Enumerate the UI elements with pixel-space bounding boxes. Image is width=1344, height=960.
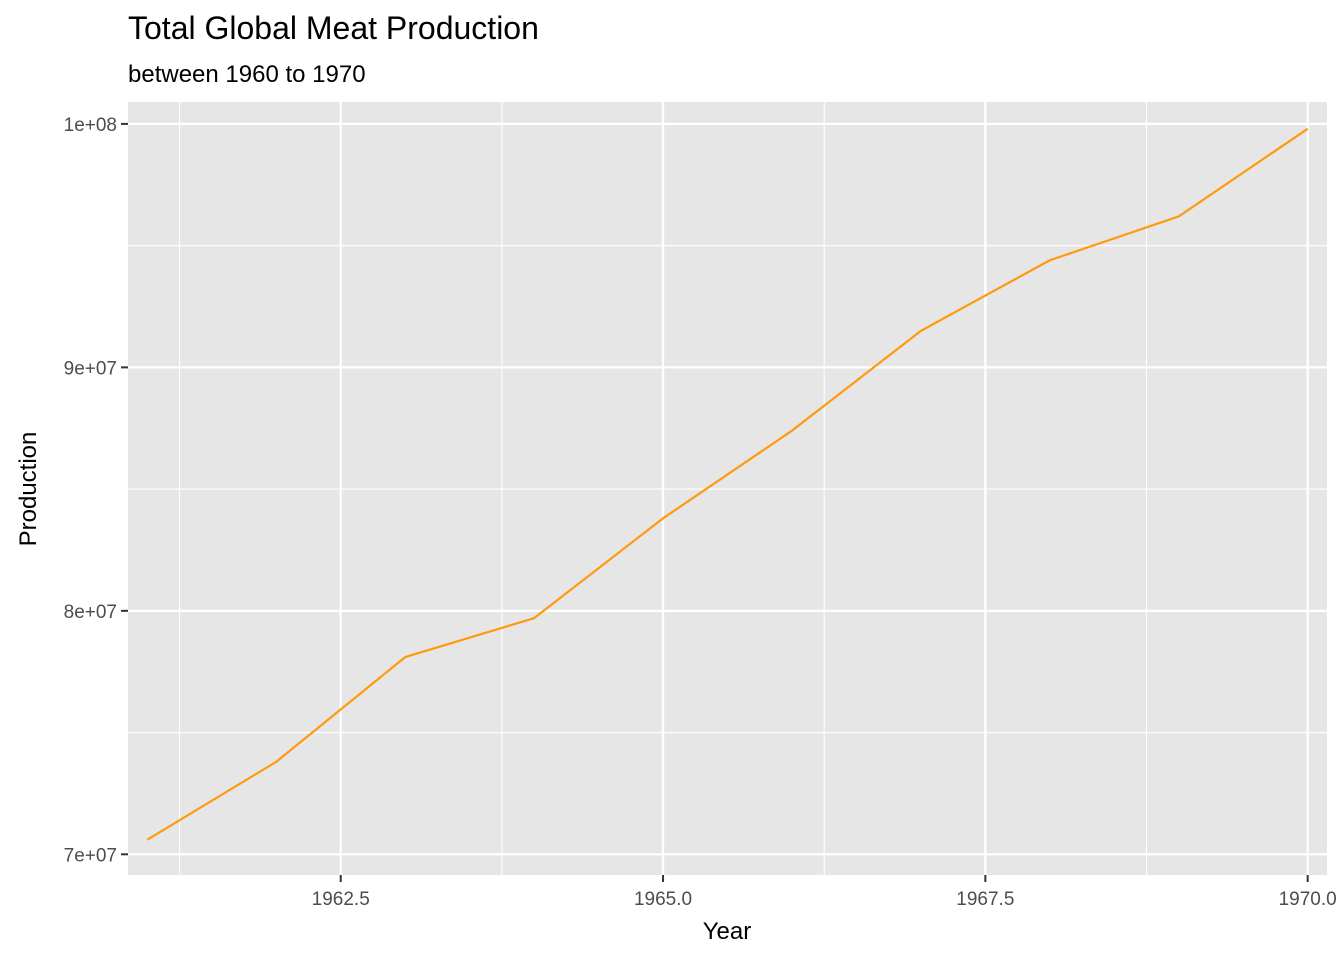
y-tick-label: 7e+07 — [64, 845, 117, 866]
series-line — [146, 127, 1309, 841]
x-tick-label: 1967.5 — [956, 889, 1014, 910]
y-tick-label: 1e+08 — [64, 115, 117, 136]
minor-grid — [128, 102, 1327, 875]
x-tick-label: 1965.0 — [634, 889, 692, 910]
chart-subtitle: between 1960 to 1970 — [128, 61, 366, 88]
y-tick-label: 8e+07 — [64, 602, 117, 623]
x-axis-title: Year — [703, 918, 752, 945]
x-tick-label: 1962.5 — [312, 889, 370, 910]
y-axis-title: Production — [15, 432, 42, 547]
plot-panel — [128, 102, 1327, 875]
series-layer — [146, 127, 1309, 841]
x-tick-label: 1970.0 — [1279, 889, 1337, 910]
major-grid — [128, 102, 1327, 875]
y-axis: 7e+07 8e+07 9e+07 1e+08 — [64, 115, 128, 866]
x-axis: 1962.5 1965.0 1967.5 1970.0 — [312, 875, 1337, 910]
y-tick-label: 9e+07 — [64, 358, 117, 379]
chart-title: Total Global Meat Production — [128, 10, 539, 46]
